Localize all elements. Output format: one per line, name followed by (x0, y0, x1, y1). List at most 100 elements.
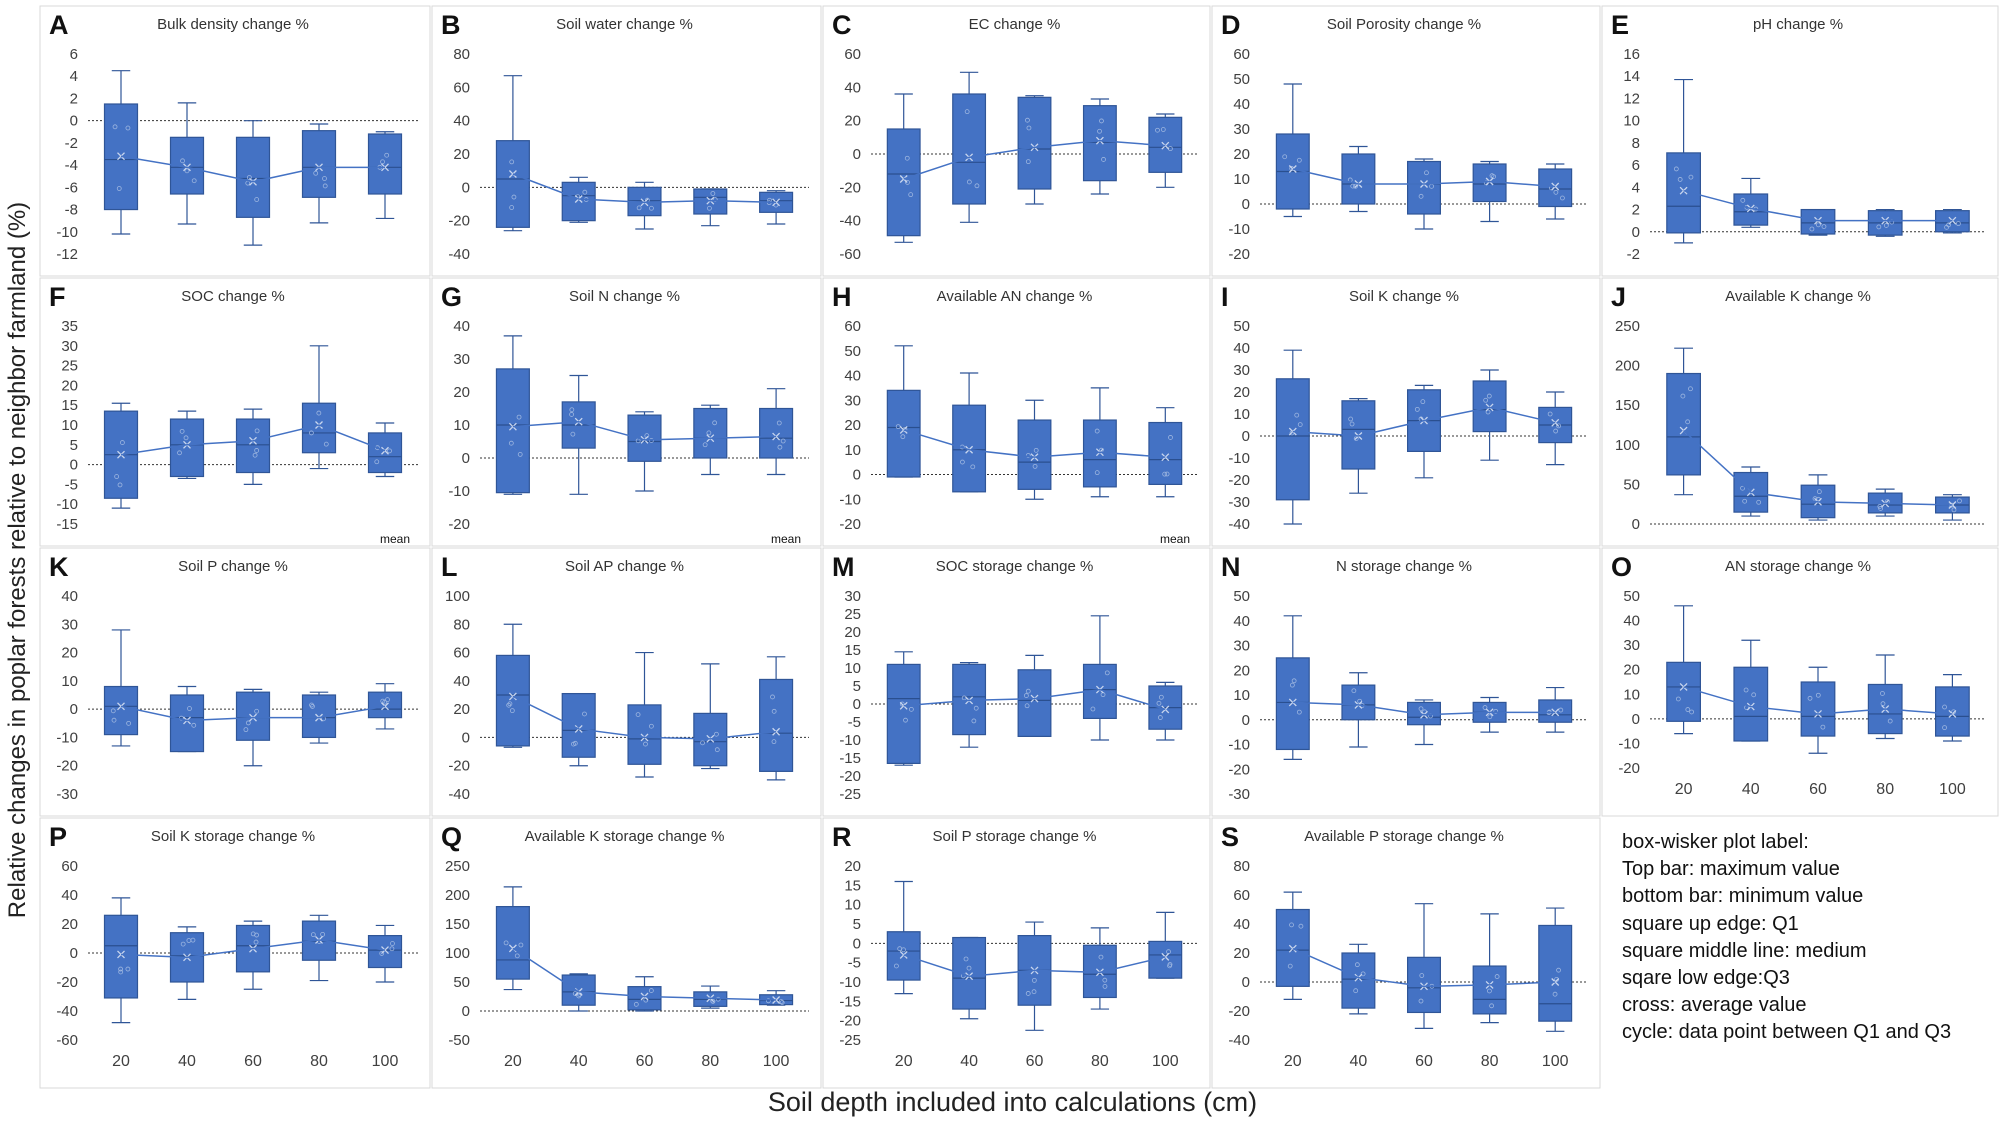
panel-i-ytick: 40 (1233, 340, 1250, 357)
data-point (118, 966, 124, 972)
data-point (1094, 470, 1100, 476)
panel-b-title: Soil water change % (556, 16, 693, 33)
panel-h-ytick: 0 (853, 467, 861, 484)
panel-j-ytick: 50 (1623, 476, 1640, 493)
panel-r-letter: R (832, 822, 852, 852)
panel-h-mean-label: mean (1160, 532, 1190, 546)
panel-q-box-20 (495, 886, 530, 991)
legend-box: box-wisker plot label: Top bar: maximum … (1622, 829, 2002, 1047)
panel-k-letter: K (49, 552, 69, 582)
panel-p-box-100 (367, 924, 403, 983)
panel-n-box-20 (1275, 615, 1310, 760)
panel-n-box-60 (1406, 699, 1441, 746)
panel-q-ytick: 50 (453, 974, 470, 991)
data-point (569, 407, 575, 413)
data-point (765, 998, 771, 1004)
data-point (1097, 128, 1102, 134)
panel-a-letter: A (49, 10, 69, 40)
data-point (514, 953, 520, 959)
panel-k: K Soil P change % -30 -20 -10 0 10 20 30 40 (39, 547, 431, 817)
iqr-box (693, 407, 728, 459)
panel-f-box-60 (235, 408, 271, 485)
iqr-box (1934, 686, 1970, 737)
panel-s-xtick: 20 (1284, 1053, 1302, 1070)
data-point (908, 706, 914, 712)
iqr-box (1538, 924, 1573, 1022)
data-point (963, 956, 969, 962)
data-point (308, 430, 314, 436)
data-point (1031, 989, 1037, 995)
iqr-box (495, 654, 530, 747)
data-point (389, 946, 395, 952)
mean-cross (117, 152, 125, 161)
panel-h-frame (822, 277, 1211, 547)
panel-q-box-60 (627, 976, 662, 1012)
data-point (582, 711, 587, 717)
panel-c-mean-line (903, 139, 1166, 180)
panel-r-ytick: -20 (839, 1013, 861, 1030)
panel-b-box-100 (759, 190, 794, 225)
data-point (778, 999, 784, 1005)
data-point (1023, 693, 1029, 698)
panel-l-box-40 (561, 692, 596, 767)
panel-l-box-20 (495, 623, 530, 748)
data-point (253, 939, 259, 945)
panel-e-ytick: 12 (1623, 90, 1640, 107)
data-point (180, 158, 185, 164)
panel-f-ytick: 30 (61, 338, 78, 355)
data-point (1167, 963, 1172, 969)
panel-n-ytick: -30 (1228, 786, 1250, 803)
panel-p-xtick: 60 (244, 1053, 262, 1070)
data-point (1809, 226, 1815, 232)
data-point (1351, 688, 1357, 694)
data-point (582, 189, 588, 195)
data-point (1025, 159, 1031, 165)
panel-b-ytick: -40 (448, 246, 470, 263)
panel-r-xtick: 40 (960, 1053, 978, 1070)
data-point (177, 450, 182, 456)
panel-c-ytick: -20 (839, 179, 861, 196)
panel-o-frame (1601, 547, 1999, 817)
data-point (780, 438, 786, 444)
panel-h-ytick: -20 (839, 516, 861, 533)
panel-p: P Soil K storage change % -60 -40 -20 0 20 40 60… (39, 817, 431, 1089)
panel-m-letter: M (832, 552, 855, 582)
panel-h-ytick: 50 (844, 343, 861, 360)
data-point (254, 197, 260, 202)
data-point (1740, 485, 1745, 491)
panel-e-ytick: 8 (1632, 135, 1640, 152)
iqr-box (1733, 666, 1769, 742)
panel-c-frame (822, 5, 1211, 277)
data-point (1685, 707, 1691, 712)
data-point (1162, 471, 1168, 477)
panel-k-ytick: 0 (70, 701, 78, 718)
iqr-box (759, 407, 794, 459)
panel-o-box-100 (1934, 674, 1970, 742)
data-point (714, 731, 719, 737)
panel-m-frame (822, 547, 1211, 817)
data-point (1098, 954, 1104, 960)
panel-g-box-80 (693, 404, 728, 476)
data-point (1742, 498, 1748, 504)
panel-c-ytick: 0 (853, 146, 861, 163)
panel-e-box-40 (1733, 177, 1769, 228)
data-point (1951, 709, 1957, 715)
data-point (254, 932, 259, 938)
data-point (1104, 670, 1110, 676)
panel-r-box-20 (886, 880, 921, 995)
legend-line-median: square middle line: medium (1622, 939, 1867, 962)
data-point (1482, 705, 1488, 710)
data-point (1487, 714, 1493, 720)
panel-s-mean-line (1292, 947, 1556, 988)
data-point (1414, 406, 1420, 412)
panel-e-box-80 (1867, 208, 1903, 237)
panel-r-mean-line (903, 954, 1166, 977)
data-point (712, 420, 718, 426)
panel-n-ytick: 20 (1233, 662, 1250, 679)
panel-l: L Soil AP change % -40 -20 0 20 40 60 80 100 (431, 547, 822, 817)
iqr-box (627, 704, 662, 765)
panel-i-ytick: 20 (1233, 384, 1250, 401)
data-point (516, 414, 522, 420)
data-point (1489, 173, 1495, 179)
data-point (1294, 412, 1300, 418)
